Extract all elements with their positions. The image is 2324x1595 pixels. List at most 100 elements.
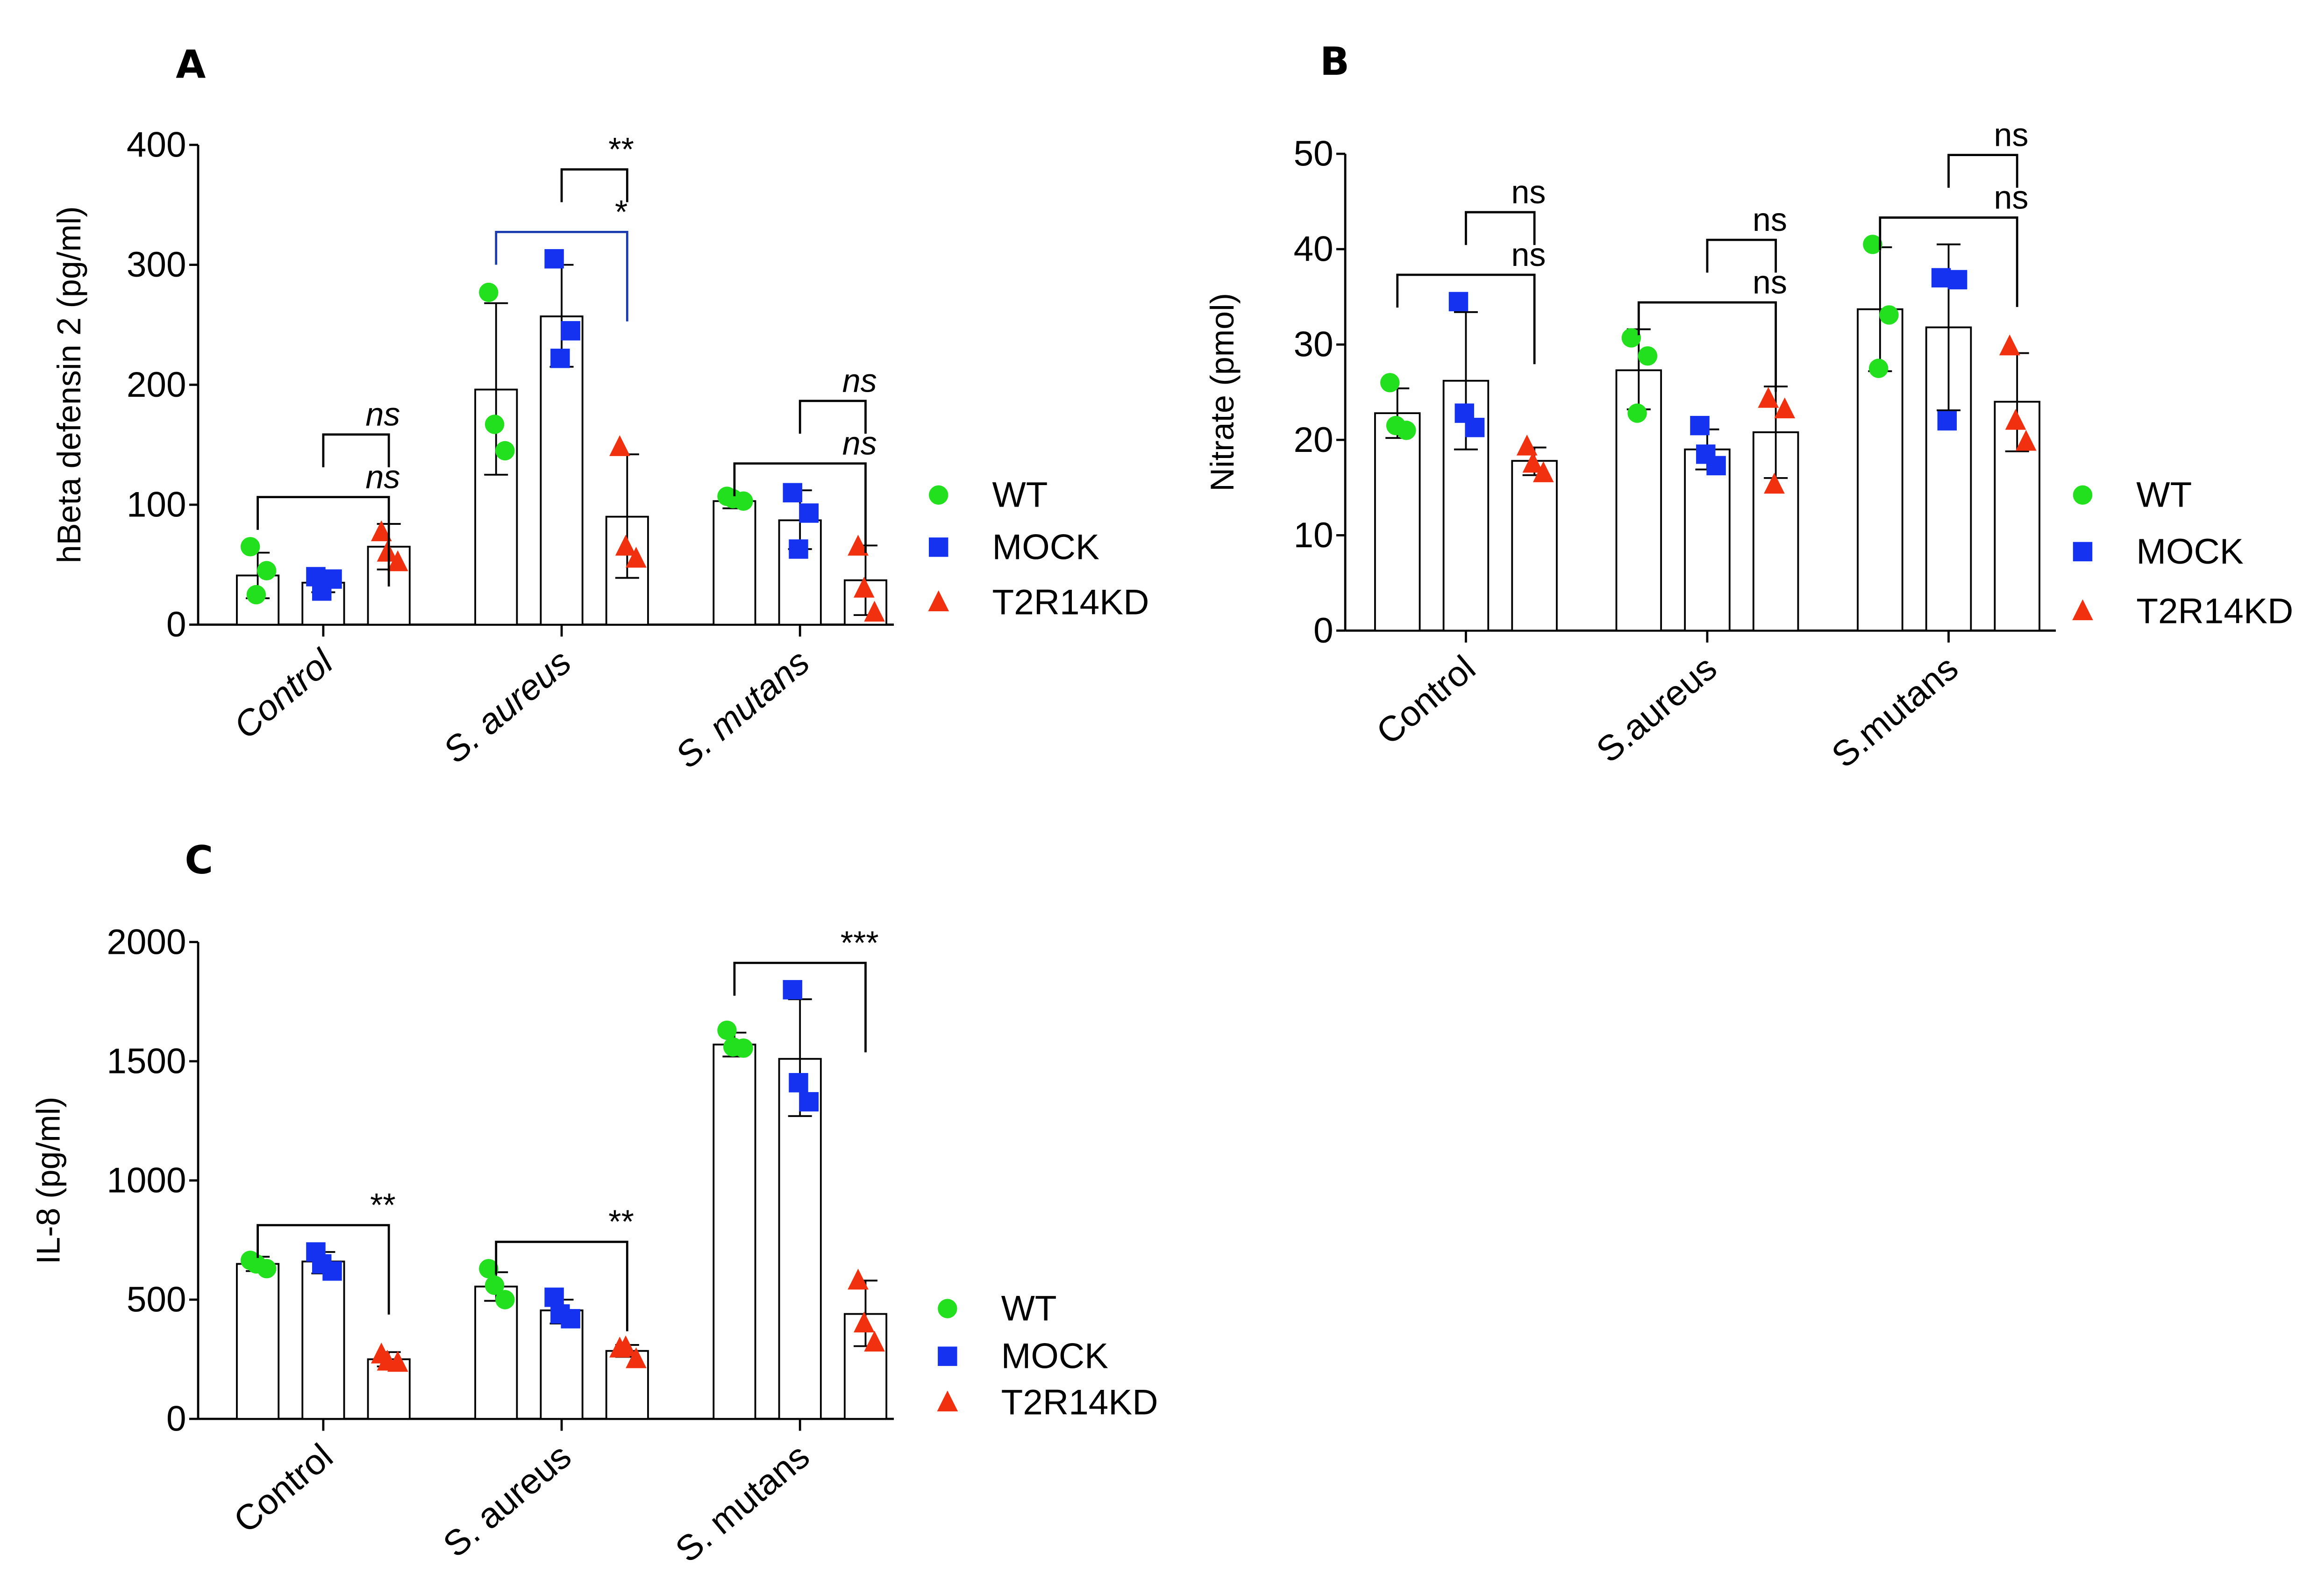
x-category-label: S.mutans: [1825, 648, 1966, 776]
y-tick-label: 500: [127, 1280, 186, 1320]
data-point-mock: [1448, 292, 1469, 312]
data-point-t2r14kd: [1758, 387, 1779, 408]
data-point-t2r14kd: [1774, 397, 1796, 419]
data-point-wt: [240, 537, 260, 557]
data-point-wt: [495, 1290, 515, 1309]
significance-bracket: [322, 433, 390, 467]
legend-marker-mock: [2073, 542, 2093, 562]
x-category-label: S. aureus: [436, 642, 579, 771]
data-point-t2r14kd: [864, 1330, 885, 1352]
significance-bracket: [1637, 301, 1777, 392]
data-point-mock: [550, 349, 570, 368]
legend-marker-t2r14kd: [937, 1390, 958, 1412]
significance-label: ns: [1994, 179, 2028, 215]
legend-label: MOCK: [992, 527, 1100, 567]
legend-label: T2R14KD: [992, 582, 1149, 622]
legend-marker-wt: [929, 485, 948, 505]
data-point-mock: [312, 1254, 332, 1274]
data-point-wt: [495, 441, 515, 461]
data-point-wt: [1879, 305, 1899, 325]
data-point-t2r14kd: [626, 546, 647, 568]
significance-label: *: [615, 193, 627, 230]
data-point-wt: [1863, 235, 1882, 254]
x-category-label: Control: [227, 1436, 341, 1541]
y-tick-label: 1500: [107, 1041, 186, 1081]
data-point-mock: [1931, 268, 1951, 288]
significance-bracket: [560, 168, 628, 202]
y-tick-label: 2000: [107, 922, 186, 962]
bar-wt: [236, 1263, 280, 1420]
panel-c-chart: 0 500 1000 1500 2000 IL-8 (pg/ml) Control S. au…: [30, 922, 1158, 1570]
legend-label: T2R14KD: [2136, 591, 2293, 631]
significance-label: ns: [1753, 201, 1787, 238]
data-point-mock: [561, 321, 580, 341]
significance-bracket: [1396, 273, 1536, 365]
data-point-wt: [257, 561, 277, 580]
legend-marker-mock: [929, 537, 948, 557]
data-point-mock: [544, 1287, 564, 1307]
data-point-wt: [246, 585, 266, 605]
data-point-wt: [723, 1037, 743, 1057]
panel-a-chart: 0 100 200 300 400 hBeta defensin 2 (pg/ml) Con…: [51, 125, 1149, 776]
bar-wt: [713, 500, 756, 626]
legend-label: MOCK: [2136, 532, 2244, 572]
data-point-t2r14kd: [371, 520, 392, 542]
significance-label: ns: [1511, 236, 1546, 273]
y-axis-label: IL-8 (pg/ml): [30, 1097, 67, 1265]
data-point-wt: [246, 1254, 266, 1274]
panel-b-chart: 0 10 20 30 40 50 Nitrate (pmol) Control S.aureus…: [1204, 117, 2293, 776]
significance-label: ns: [365, 459, 400, 495]
data-point-t2r14kd: [848, 535, 869, 556]
y-axis-label: hBeta defensin 2 (pg/ml): [51, 206, 87, 563]
significance-label: **: [608, 131, 634, 167]
data-point-mock: [312, 581, 332, 601]
legend-label: T2R14KD: [1001, 1383, 1158, 1423]
data-point-t2r14kd: [853, 1311, 875, 1333]
significance-bracket: [1706, 238, 1777, 273]
significance-label: ***: [841, 924, 879, 961]
data-point-mock: [544, 249, 564, 269]
significance-label: **: [608, 1203, 634, 1240]
significance-bracket: [257, 496, 390, 587]
legend-label: WT: [992, 475, 1048, 515]
y-axis-label: Nitrate (pmol): [1204, 293, 1240, 492]
bar-mock: [1684, 448, 1731, 632]
data-point-mock: [789, 1073, 808, 1093]
x-category-label: S. aureus: [436, 1436, 579, 1565]
y-tick-label: 1000: [107, 1160, 186, 1200]
panel-label-a: A: [176, 42, 206, 87]
y-tick-label: 200: [127, 365, 186, 405]
legend-marker-mock: [938, 1346, 957, 1366]
y-tick-label: 20: [1294, 420, 1333, 460]
y-tick-label: 10: [1294, 515, 1333, 555]
data-point-mock: [1947, 270, 1968, 290]
legend-label: WT: [2136, 475, 2192, 515]
data-point-wt: [1621, 328, 1641, 348]
data-point-wt: [479, 1259, 499, 1279]
data-point-wt: [1386, 415, 1406, 436]
data-point-mock: [783, 483, 802, 503]
legend-marker-wt: [2073, 485, 2093, 505]
data-point-wt: [723, 489, 743, 508]
y-tick-label: 0: [166, 1399, 186, 1439]
data-point-t2r14kd: [853, 577, 875, 598]
y-tick-label: 400: [127, 125, 186, 165]
significance-label: ns: [1753, 264, 1787, 300]
x-category-label: Control: [1369, 648, 1483, 753]
y-tick-label: 40: [1294, 229, 1333, 269]
data-point-mock: [1690, 415, 1710, 436]
y-tick-label: 0: [1313, 611, 1333, 651]
legend-marker-t2r14kd: [2072, 599, 2093, 621]
bar-mock: [301, 1260, 345, 1420]
y-tick-label: 50: [1294, 134, 1333, 174]
data-point-t2r14kd: [1764, 472, 1785, 494]
y-tick-label: 0: [166, 605, 186, 644]
significance-bracket: [1947, 154, 2018, 188]
data-point-mock: [799, 1092, 819, 1112]
data-point-t2r14kd: [615, 1335, 636, 1357]
x-category-label: S. mutans: [668, 642, 817, 776]
data-point-mock: [1937, 411, 1957, 431]
data-point-t2r14kd: [1522, 451, 1544, 473]
data-point-wt: [1868, 358, 1889, 378]
data-point-wt: [717, 1020, 737, 1040]
